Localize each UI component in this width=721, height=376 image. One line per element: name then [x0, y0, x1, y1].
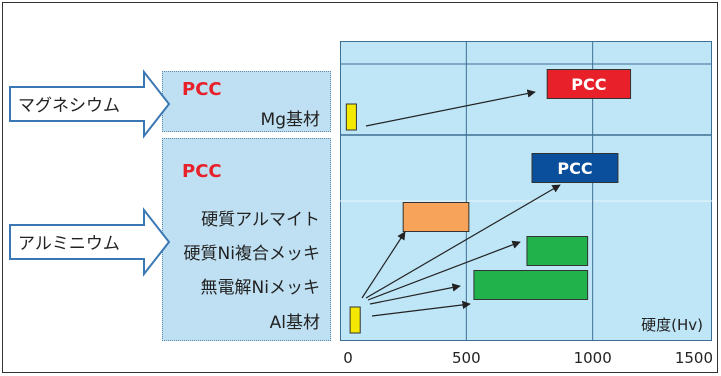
magnesium-arrow — [9, 69, 171, 139]
arrow-al-base-to-anodize — [361, 231, 406, 299]
bar-al_hard_anodize — [402, 202, 470, 232]
al-pcc-label: PCC — [182, 161, 222, 182]
magnesium-group-label: マグネシウム — [18, 96, 120, 116]
aluminium-label-panel — [162, 138, 331, 341]
bar-mg_base — [345, 103, 357, 131]
pointer-arrows — [361, 89, 561, 317]
arrow-al-base-to-electroless — [369, 283, 461, 305]
bar-label-al_pcc: PCC — [557, 159, 592, 178]
grid-lines — [340, 42, 712, 341]
magnesium-label-panel — [162, 71, 331, 132]
al-hard-ni-composite-label: 硬質Ni複合メッキ — [183, 244, 320, 264]
x-tick-label-1000: 1000 — [574, 349, 612, 367]
x-axis-label: 硬度(Hv) — [641, 316, 703, 334]
arrow-mg-base-to-pcc — [365, 89, 536, 127]
figure-frame — [2, 2, 718, 373]
aluminium-arrow — [9, 207, 171, 277]
x-tick-label-0: 0 — [343, 349, 353, 367]
mg-pcc-label: PCC — [182, 79, 222, 100]
bar-al_base — [349, 306, 361, 334]
bar-al_electroless_ni — [473, 270, 589, 300]
aluminium-group-label: アルミニウム — [18, 234, 120, 254]
x-tick-label-500: 500 — [452, 349, 481, 367]
al-base-label: Al基材 — [269, 313, 320, 333]
bar-mg_pcc — [546, 69, 632, 99]
al-hard-anodize-label: 硬質アルマイト — [201, 210, 320, 230]
bar-al_pcc — [531, 153, 619, 183]
bars-layer: PCC PCC — [345, 69, 632, 334]
bar-label-mg_pcc: PCC — [571, 75, 606, 94]
mg-base-label: Mg基材 — [260, 110, 320, 130]
al-electroless-ni-label: 無電解Niメッキ — [200, 278, 320, 298]
arrow-al-base-to-base — [371, 300, 471, 317]
arrow-al-base-to-composite — [367, 240, 521, 301]
bar-al_hard_ni_composite — [526, 236, 589, 266]
x-axis-ticks: 0 500 1000 1500 — [343, 349, 713, 367]
x-tick-label-1500: 1500 — [675, 349, 713, 367]
arrow-al-base-to-pcc — [365, 184, 561, 299]
